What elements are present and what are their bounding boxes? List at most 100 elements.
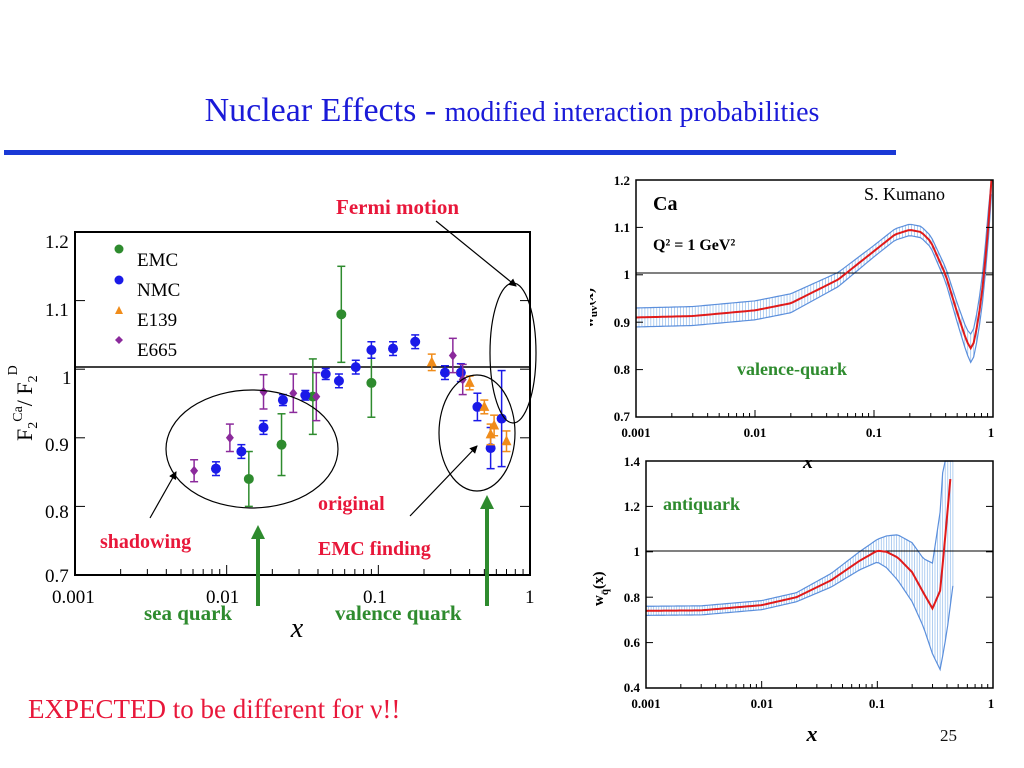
- band-lower-edge: [645, 561, 954, 672]
- slide-title: Nuclear Effects - modified interaction p…: [0, 92, 1024, 130]
- svg-text:F2Ca/ F2D: F2Ca/ F2D: [6, 365, 41, 441]
- author-label: S. Kumano: [864, 184, 945, 204]
- nmc-data-point: [388, 343, 399, 354]
- antiquark-ytick-label: 0.6: [624, 635, 641, 650]
- emc-finding-arrow: [409, 445, 478, 517]
- valence-x-ticklabels: 0.001 0.01 0.1 1: [621, 425, 994, 440]
- valence-xtick-label: 0.001: [621, 425, 650, 440]
- emc-data-point: [243, 473, 254, 484]
- ratio-xtick-label: 0.01: [206, 587, 239, 608]
- nmc-data-point: [472, 401, 483, 412]
- valence-weight-chart: Ca Q² = 1 GeV² S. Kumano valence-quark 1…: [590, 173, 994, 470]
- legend-marker-e665: [115, 336, 123, 344]
- nmc-data-point: [410, 336, 421, 347]
- legend-label-nmc: NMC: [137, 280, 180, 301]
- ratio-xtick-label: 1: [525, 587, 535, 608]
- valence-axis-ticks: [635, 179, 993, 418]
- title-main: Nuclear Effects -: [204, 92, 445, 129]
- valence-xtick-label: 0.01: [744, 425, 767, 440]
- e665-data-point: [448, 350, 457, 361]
- valence-quark-curve-label: valence-quark: [737, 359, 847, 379]
- ratio-chart: 1.2 1.1 1 0.9 0.8 0.7 0.001 0.01 0.1 1 x…: [6, 195, 537, 644]
- nmc-data-point: [300, 390, 311, 401]
- nmc-data-point: [350, 362, 361, 373]
- antiquark-ytick-label: 0.8: [624, 590, 641, 605]
- ratio-y-axis-label: F2Ca/ F2D: [6, 365, 41, 441]
- valence-plot-frame: [635, 179, 994, 418]
- nmc-data-point: [333, 375, 344, 386]
- valence-y-ticklabels: 1.2 1.1 1 0.9 0.8 0.7: [614, 173, 631, 424]
- fermi-motion-label: Fermi motion: [336, 195, 459, 219]
- valence-uncertainty-band: [635, 179, 993, 364]
- nmc-data-point: [258, 422, 269, 433]
- e139-data-point: [479, 400, 490, 411]
- ratio-ytick-label: 1.2: [45, 232, 69, 253]
- ratio-data-points: [190, 265, 512, 508]
- legend-label-e139: E139: [137, 310, 177, 331]
- ratio-ytick-label: 1: [62, 368, 72, 389]
- e139-data-point: [489, 419, 500, 430]
- antiquark-ytick-label: 1.4: [624, 454, 641, 469]
- ratio-ytick-label: 1.1: [45, 300, 69, 321]
- emc-data-point: [366, 377, 377, 388]
- band-lower-edge: [635, 194, 993, 364]
- e665-data-point: [312, 391, 321, 402]
- ratio-x-axis-label: x: [290, 613, 304, 644]
- emc-data-point: [336, 309, 347, 320]
- page-number: 25: [940, 726, 957, 745]
- ratio-xtick-label: 0.001: [52, 587, 95, 608]
- antiquark-weight-chart: antiquark 1.4 1.2 1 0.8 0.6 0.4 0.001 0.…: [590, 452, 1010, 746]
- ratio-xtick-label: 0.1: [363, 587, 387, 608]
- legend-marker-nmc: [114, 275, 124, 285]
- nmc-data-point: [277, 395, 288, 406]
- band-upper-edge: [635, 179, 993, 336]
- ratio-plot-frame: [74, 231, 531, 576]
- svg-text:wuv(x): wuv(x): [590, 288, 600, 328]
- valence-xtick-label: 0.1: [866, 425, 882, 440]
- antiquark-plot-frame: [645, 460, 994, 689]
- antiquark-curve-label: antiquark: [663, 494, 740, 514]
- emc-finding-label: EMC finding: [318, 538, 431, 560]
- antiquark-xtick-label: 0.001: [631, 696, 660, 711]
- ratio-ytick-label: 0.8: [45, 502, 69, 523]
- antiquark-y-axis-label: wq̄(x): [591, 572, 611, 606]
- antiquark-x-ticklabels: 0.001 0.01 0.1 1: [631, 696, 994, 711]
- e665-data-point: [225, 432, 234, 443]
- valence-ytick-label: 1.2: [614, 173, 630, 188]
- antiquark-uncertainty-band: [645, 460, 954, 672]
- antiquark-xtick-label: 0.1: [869, 696, 885, 711]
- antiquark-y-ticklabels: 1.4 1.2 1 0.8 0.6 0.4: [624, 454, 641, 695]
- valence-quark-label: valence quark: [335, 601, 462, 625]
- nmc-data-point: [455, 367, 466, 378]
- nmc-data-point: [210, 463, 221, 474]
- nmc-data-point: [366, 344, 377, 355]
- footer-statement: EXPECTED to be different for ν!!: [28, 694, 401, 724]
- ratio-axis-ticks: [74, 231, 530, 576]
- antiquark-curve: [645, 478, 952, 612]
- valence-chart-title: Ca: [653, 193, 677, 215]
- antiquark-ytick-label: 0.4: [624, 680, 641, 695]
- valence-ytick-label: 0.8: [614, 362, 631, 377]
- original-label: original: [318, 493, 385, 515]
- sea-quark-label: sea quark: [144, 601, 232, 625]
- antiquark-xtick-label: 1: [988, 696, 995, 711]
- fermi-arrow: [435, 220, 517, 287]
- valence-ytick-label: 0.7: [614, 409, 631, 424]
- ratio-ytick-label: 0.9: [45, 435, 69, 456]
- emc-effect-ellipse: [438, 374, 516, 492]
- band-upper-edge: [645, 460, 953, 607]
- shadowing-arrow: [149, 471, 177, 519]
- legend-label-emc: EMC: [137, 250, 178, 271]
- valence-xtick-label: 1: [988, 425, 995, 440]
- valence-ytick-label: 1.1: [614, 220, 630, 235]
- valence-ytick-label: 1: [624, 267, 631, 282]
- title-underline: [4, 150, 896, 155]
- e139-data-point: [464, 376, 475, 387]
- valence-curve: [635, 179, 993, 351]
- antiquark-x-axis-label: x: [806, 721, 818, 746]
- valence-y-axis-label: wuv(x): [590, 288, 600, 328]
- legend-label-e665: E665: [137, 340, 177, 361]
- antiquark-ytick-label: 1: [634, 544, 641, 559]
- nmc-data-point: [236, 446, 247, 457]
- legend-marker-e139: [115, 306, 123, 314]
